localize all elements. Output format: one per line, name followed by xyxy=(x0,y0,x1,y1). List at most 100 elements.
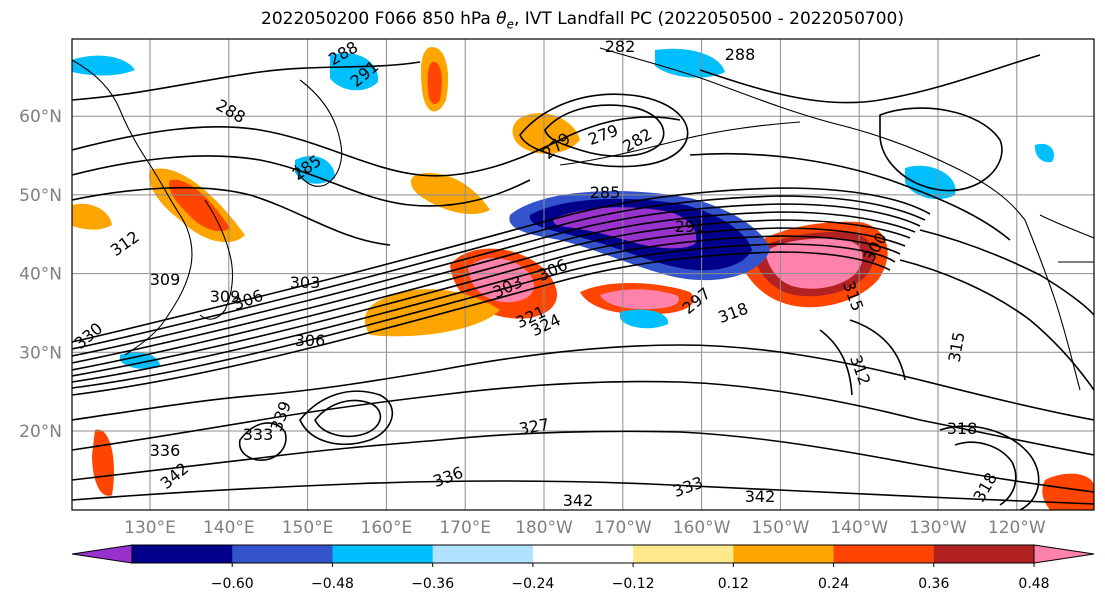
contour-line xyxy=(314,399,382,438)
colorbar-bin xyxy=(132,545,233,563)
contour-label: 306 xyxy=(295,331,326,350)
contour-line xyxy=(819,329,853,396)
longitude-label: 170°W xyxy=(594,518,652,538)
contour-line xyxy=(879,107,1003,192)
alaska-coast xyxy=(599,47,1026,221)
contour-line xyxy=(919,229,1094,316)
contour-label: 333 xyxy=(243,425,274,444)
contour-label: 318 xyxy=(947,419,978,438)
contour-line xyxy=(689,152,1011,241)
asia-coast xyxy=(72,59,193,356)
latitude-label: 60°N xyxy=(19,107,62,127)
ivt-pc-shading xyxy=(72,47,1094,510)
contour-line xyxy=(72,430,1094,493)
country-border xyxy=(1039,214,1094,239)
contour-line xyxy=(72,251,891,396)
colorbar-tick-label: −0.48 xyxy=(311,576,354,592)
contour-line xyxy=(954,441,1017,506)
contour-label: 282 xyxy=(605,37,636,56)
longitude-label: 120°W xyxy=(988,518,1046,538)
contour-label: 342 xyxy=(745,487,776,506)
latitude-labels: 20°N 30°N 40°N 50°N 60°N xyxy=(19,107,62,442)
contour-label: 309 xyxy=(210,287,241,306)
colorbar-frame xyxy=(131,544,1035,564)
longitude-label: 170°E xyxy=(439,518,491,538)
colorbar-tick-label: 0.24 xyxy=(818,576,849,592)
aleutian-chain xyxy=(559,121,801,166)
colorbar-tick-label: 0.48 xyxy=(1018,576,1049,592)
colorbar-tick-label: 0.12 xyxy=(718,576,749,592)
longitude-label: 160°E xyxy=(361,518,413,538)
contour-line xyxy=(72,211,916,364)
longitude-label: 160°W xyxy=(673,518,731,538)
japan-coast xyxy=(199,199,234,320)
colorbar xyxy=(71,544,1095,564)
longitude-label: 140°W xyxy=(830,518,888,538)
colorbar-extend-low xyxy=(71,544,133,564)
contour-line xyxy=(849,319,906,381)
latitude-label: 30°N xyxy=(19,343,62,363)
contour-line xyxy=(699,54,1041,104)
latitude-label: 50°N xyxy=(19,186,62,206)
colorbar-tick-label: −0.24 xyxy=(511,576,554,592)
positive-anomaly-westedge xyxy=(72,203,112,230)
longitude-label: 180°W xyxy=(515,518,573,538)
colorbar-bin xyxy=(633,545,734,563)
colorbar-tick-label: 0.36 xyxy=(918,576,949,592)
positive-anomaly-south-core xyxy=(600,289,679,310)
longitude-label: 150°W xyxy=(752,518,810,538)
colorbar-extend-high xyxy=(1033,544,1095,564)
colorbar-tick-label: −0.36 xyxy=(411,576,454,592)
contour-line xyxy=(72,186,391,246)
contour-label: 288 xyxy=(725,45,756,64)
contour-line xyxy=(939,425,1040,510)
theta-e-contours xyxy=(72,54,1094,510)
colorbar-tick-label: −0.60 xyxy=(211,576,254,592)
colorbar-bin xyxy=(532,545,634,563)
coastlines xyxy=(72,47,1094,391)
north-america-coast xyxy=(1024,219,1081,391)
contour-label: 336 xyxy=(150,441,181,460)
negative-anomaly-mid xyxy=(295,156,335,184)
contour-line xyxy=(899,259,1094,391)
longitude-label: 130°W xyxy=(909,518,967,538)
colorbar-bin xyxy=(733,545,835,563)
latitude-label: 20°N xyxy=(19,422,62,442)
contour-line xyxy=(72,227,906,377)
contour-line xyxy=(72,235,901,383)
longitude-label: 130°E xyxy=(124,518,176,538)
contour-line xyxy=(72,380,1094,456)
map-frame xyxy=(71,38,1095,511)
positive-anomaly-east-max xyxy=(765,238,863,289)
contour-line xyxy=(72,155,531,207)
colorbar-tick-labels: −0.60 −0.48 −0.36 −0.24 −0.12 0.12 0.24 0.36 0.4… xyxy=(211,563,1050,592)
negative-anomaly-alaska xyxy=(655,48,725,78)
contour-line xyxy=(238,422,287,461)
negative-anomaly-coast xyxy=(1034,143,1055,163)
contour-line xyxy=(519,93,689,168)
positive-anomaly-bering xyxy=(410,173,490,215)
colorbar-bin xyxy=(332,545,434,563)
latitude-label: 40°N xyxy=(19,265,62,285)
contour-line xyxy=(72,61,421,101)
contour-label: 291 xyxy=(675,217,706,236)
colorbar-tick-label: −0.12 xyxy=(612,576,655,592)
positive-anomaly-west-core xyxy=(169,179,230,232)
contour-line xyxy=(72,243,896,389)
contour-label: 342 xyxy=(563,491,594,510)
negative-anomaly-north xyxy=(330,53,379,91)
contour-line xyxy=(72,480,1094,505)
kamchatka-coast xyxy=(294,79,343,187)
contour-label: 309 xyxy=(150,270,181,289)
longitude-label: 140°E xyxy=(203,518,255,538)
negative-anomaly-east xyxy=(620,309,669,329)
longitude-labels: 130°E 140°E 150°E 160°E 170°E 180°W 170°W 160°W… xyxy=(124,518,1046,538)
positive-anomaly-se xyxy=(1042,473,1094,510)
colorbar-bin xyxy=(833,545,935,563)
colorbar-bin xyxy=(933,545,1035,563)
contour-line xyxy=(72,219,911,371)
contour-line xyxy=(72,195,926,350)
contour-label: 303 xyxy=(290,273,321,292)
